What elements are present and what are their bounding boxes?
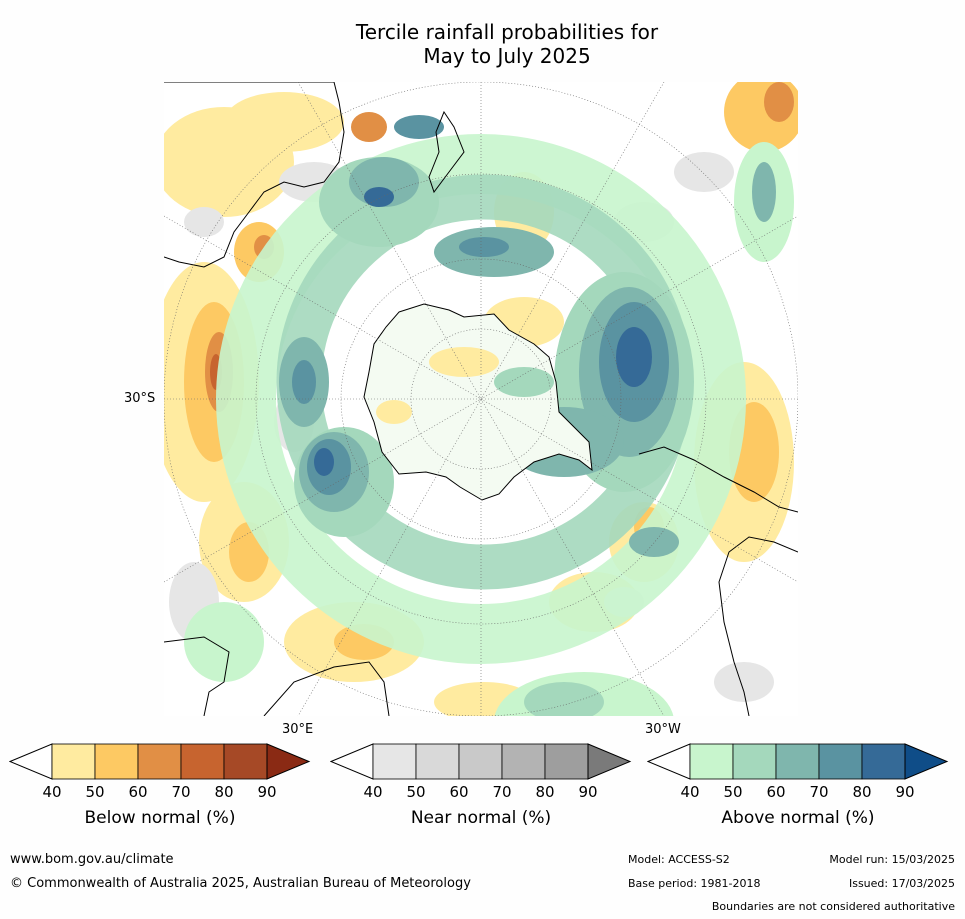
tick: 50 [723,783,743,801]
base-period-text: Base period: 1981-2018 [628,877,761,890]
title-line-1: Tercile rainfall probabilities for [355,20,659,44]
tick: 80 [852,783,872,801]
colorbar-near-normal [329,743,632,785]
colorbar-near-label: Near normal (%) [410,808,552,828]
map-title: Tercile rainfall probabilities for May t… [0,20,965,68]
tick: 90 [257,783,277,801]
colorbar-swatch [861,743,906,780]
website-link[interactable]: www.bom.gov.au/climate [10,852,174,867]
colorbar-swatch [372,743,417,780]
colorbar-swatch [180,743,225,780]
colorbar-swatch [775,743,820,780]
tick: 90 [895,783,915,801]
colorbar-above-swatches [646,743,949,780]
colorbar-swatch [689,743,734,780]
australia-coast [164,82,345,268]
lat-label-30s: 30°S [124,391,156,406]
tick: 70 [492,783,512,801]
tick: 40 [680,783,700,801]
title-line-2: May to July 2025 [423,44,591,68]
tick: 60 [449,783,469,801]
colorbar-above-normal [646,743,949,785]
tick: 40 [363,783,383,801]
colorbar-swatch [51,743,96,780]
colorbar-extend-low [329,743,374,780]
colorbar-extend-low [646,743,691,780]
colorbar-extend-low [8,743,53,780]
colorbar-below-swatches [8,743,311,780]
tick: 80 [535,783,555,801]
south-polar-map [164,82,798,716]
colorbar-above-label: Above normal (%) [721,808,875,828]
tick: 90 [578,783,598,801]
colorbar-swatch [94,743,139,780]
antarctica-outline [363,303,593,501]
colorbar-near-swatches [329,743,632,780]
africa-coast [164,636,390,716]
issued-text: Issued: 17/03/2025 [848,877,955,890]
lon-label-30e: 30°E [282,722,314,737]
colorbar-swatch [137,743,182,780]
tick: 60 [128,783,148,801]
new-zealand-coast [428,110,465,194]
tick: 60 [766,783,786,801]
model-run-text: Model run: 15/03/2025 [829,853,955,866]
colorbar-swatch [501,743,546,780]
tick: 70 [171,783,191,801]
colorbar-swatch [544,743,589,780]
colorbar-extend-high [587,743,632,780]
colorbar-swatch [458,743,503,780]
map-panel [164,82,798,716]
colorbar-swatch [818,743,863,780]
copyright-text: © Commonwealth of Australia 2025, Austra… [10,876,471,891]
colorbar-swatch [732,743,777,780]
south-america-coast [638,446,798,716]
disclaimer-text: Boundaries are not considered authoritat… [711,900,955,913]
lon-label-30w: 30°W [645,722,681,737]
colorbar-below-normal [8,743,311,785]
model-text: Model: ACCESS-S2 [628,853,730,866]
tick: 70 [809,783,829,801]
colorbar-extend-high [904,743,949,780]
tick: 40 [42,783,62,801]
tick: 80 [214,783,234,801]
colorbar-extend-high [266,743,311,780]
graticule [164,82,798,716]
tick: 50 [85,783,105,801]
tick: 50 [406,783,426,801]
colorbar-swatch [415,743,460,780]
colorbar-swatch [223,743,268,780]
colorbar-below-label: Below normal (%) [84,808,236,828]
